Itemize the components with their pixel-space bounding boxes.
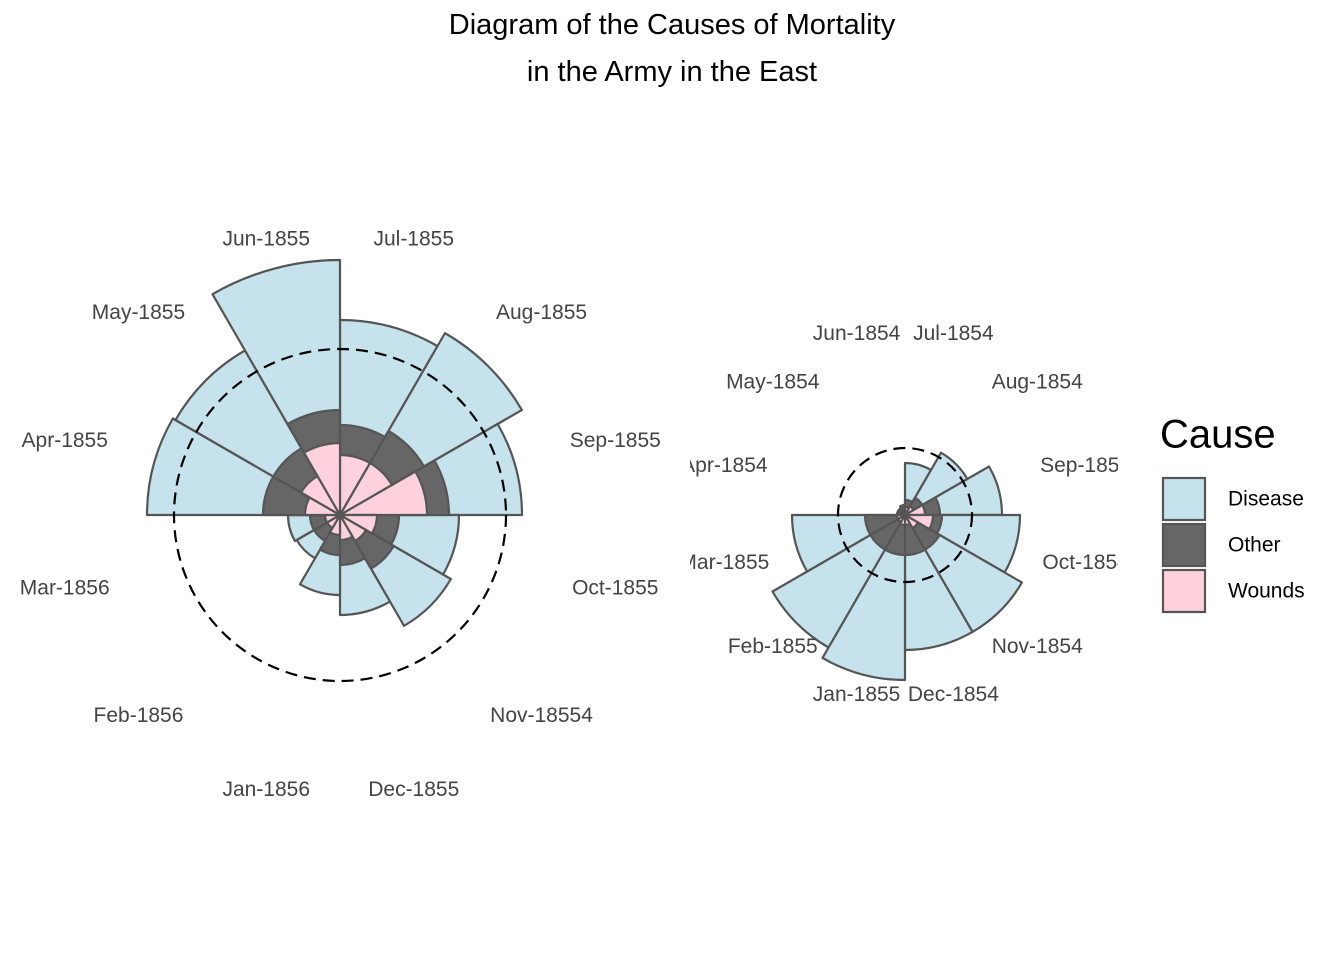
category-label: May-1855 (92, 301, 185, 324)
legend-label: Disease (1228, 488, 1304, 511)
category-label: Aug-1855 (496, 301, 587, 324)
wedge (863, 513, 907, 537)
wedge (338, 513, 354, 542)
legend-key (1161, 568, 1207, 614)
category-label: Oct-1855 (572, 576, 658, 599)
reference-circle (172, 347, 508, 683)
category-label: Jun-1854 (813, 322, 901, 345)
wedge (771, 513, 907, 649)
legend-label: Other (1228, 534, 1281, 557)
legend: Cause Disease Other Wounds (1160, 413, 1305, 614)
wedge (338, 513, 368, 543)
category-label: Mar-1855 (679, 551, 769, 574)
legend-label: Wounds (1228, 580, 1305, 603)
category-label: Nov-1854 (992, 635, 1083, 658)
wedge (901, 508, 907, 517)
wedge (338, 470, 429, 517)
category-label: May-1854 (726, 370, 820, 393)
category-label: Jun-1855 (222, 227, 310, 250)
chart-title: Diagram of the Causes of Mortality in th… (448, 9, 896, 88)
reference-circle (836, 446, 974, 584)
category-label: Aug-1854 (992, 370, 1083, 393)
category-label: Sep-1855 (570, 429, 661, 452)
category-label: Sep-1854 (1040, 454, 1131, 477)
wedge (821, 513, 907, 682)
category-label: Jan-1855 (813, 683, 901, 706)
category-label: Jul-1854 (913, 322, 994, 345)
wedge (302, 441, 342, 517)
panel: Jul-1855 Aug-1855 Sep-1855 Oct-1855 Nov-1855… (20, 227, 661, 801)
category-label: Apr-1855 (22, 429, 108, 452)
category-label: Oct-1854 (1042, 551, 1129, 574)
category-label: Nov-18554 (490, 704, 593, 727)
category-label: Jan-1856 (222, 778, 310, 801)
legend-key (1161, 522, 1207, 568)
category-label: Feb-1856 (94, 704, 184, 727)
category-label: Mar-1856 (20, 576, 110, 599)
legend-title: Cause (1160, 413, 1276, 457)
wedge (903, 513, 920, 530)
category-label: Feb-1855 (728, 635, 818, 658)
legend-key (1161, 476, 1207, 522)
category-label: Jul-1855 (373, 227, 454, 250)
panel: Jul-1854 Aug-1854 Sep-1854 Oct-1854 Nov-1854… (679, 322, 1131, 706)
category-label: Dec-1855 (368, 778, 459, 801)
category-label: Apr-1854 (681, 454, 768, 477)
category-label: Dec-1854 (908, 683, 999, 706)
